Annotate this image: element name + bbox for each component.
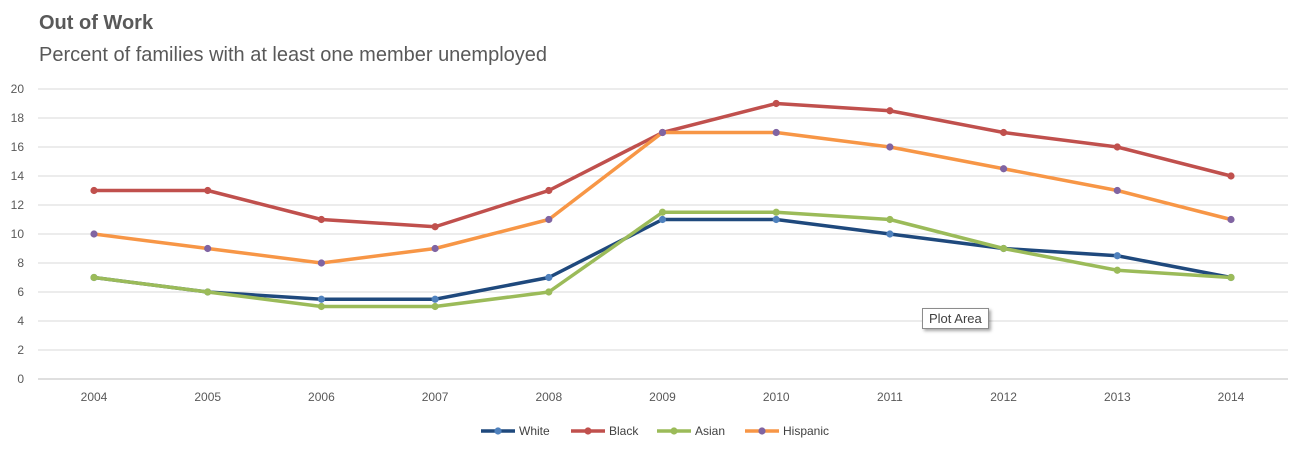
x-tick-label: 2013 bbox=[1104, 390, 1131, 404]
data-point-black[interactable] bbox=[545, 186, 553, 195]
series-hispanic[interactable] bbox=[90, 128, 1235, 267]
x-tick-label: 2009 bbox=[649, 390, 676, 404]
y-tick-label: 8 bbox=[17, 256, 24, 270]
data-point-black[interactable] bbox=[886, 107, 894, 115]
data-point-black[interactable] bbox=[431, 223, 439, 231]
data-point-hispanic[interactable] bbox=[1227, 215, 1235, 224]
data-point-asian[interactable] bbox=[658, 208, 667, 216]
chart-title: Out of Work bbox=[39, 12, 154, 34]
data-point-asian[interactable] bbox=[431, 302, 439, 311]
data-point-asian[interactable] bbox=[545, 288, 553, 296]
data-point-hispanic[interactable] bbox=[658, 128, 667, 137]
data-point-asian[interactable] bbox=[317, 302, 325, 311]
y-tick-label: 4 bbox=[17, 314, 24, 328]
legend-item-black[interactable]: Black bbox=[571, 424, 639, 438]
y-tick-label: 10 bbox=[11, 227, 25, 241]
data-point-asian[interactable] bbox=[204, 288, 212, 296]
data-point-black[interactable] bbox=[1227, 172, 1235, 180]
series-line-hispanic[interactable] bbox=[92, 130, 1233, 265]
x-tick-label: 2006 bbox=[308, 390, 335, 404]
chart-subtitle: Percent of families with at least one me… bbox=[39, 44, 548, 66]
y-tick-label: 2 bbox=[17, 343, 24, 357]
data-point-asian[interactable] bbox=[1000, 244, 1008, 253]
data-point-asian[interactable] bbox=[772, 208, 780, 216]
data-point-hispanic[interactable] bbox=[1113, 186, 1121, 195]
y-axis-ticks: 0 2 4 6 8 10 12 14 16 18 20 bbox=[11, 82, 25, 386]
legend-marker-hispanic bbox=[758, 427, 766, 435]
x-tick-label: 2011 bbox=[877, 390, 903, 404]
x-tick-label: 2012 bbox=[990, 390, 1017, 404]
legend-item-asian[interactable]: Asian bbox=[657, 424, 725, 438]
y-tick-label: 0 bbox=[17, 372, 24, 386]
data-point-hispanic[interactable] bbox=[431, 244, 439, 253]
data-point-hispanic[interactable] bbox=[545, 215, 553, 224]
data-point-white[interactable] bbox=[658, 215, 667, 224]
legend-marker-black bbox=[584, 427, 592, 435]
plot-area-tooltip: Plot Area bbox=[922, 308, 989, 329]
data-point-black[interactable] bbox=[204, 186, 212, 195]
x-tick-label: 2008 bbox=[535, 390, 562, 404]
data-point-hispanic[interactable] bbox=[317, 259, 325, 267]
legend-item-hispanic[interactable]: Hispanic bbox=[745, 424, 829, 438]
gridlines bbox=[38, 88, 1288, 380]
data-point-asian[interactable] bbox=[1227, 273, 1235, 282]
data-point-hispanic[interactable] bbox=[772, 128, 780, 137]
x-axis-ticks: 2004 2005 2006 2007 2008 2009 2010 2011 2012 2013… bbox=[81, 390, 1245, 404]
y-tick-label: 12 bbox=[11, 198, 25, 212]
legend-marker-asian bbox=[670, 427, 678, 435]
legend-marker-white bbox=[494, 427, 502, 435]
x-tick-label: 2005 bbox=[194, 390, 221, 404]
data-point-asian[interactable] bbox=[1113, 266, 1121, 274]
data-point-black[interactable] bbox=[90, 186, 98, 195]
x-tick-label: 2007 bbox=[422, 390, 449, 404]
x-tick-label: 2014 bbox=[1218, 390, 1245, 404]
legend-label-white: White bbox=[519, 424, 550, 438]
y-tick-label: 14 bbox=[11, 169, 25, 183]
series-lines bbox=[90, 99, 1235, 311]
legend-item-white[interactable]: White bbox=[481, 424, 550, 438]
legend[interactable]: White Black Asian Hispanic bbox=[481, 424, 829, 438]
x-tick-label: 2004 bbox=[81, 390, 108, 404]
y-tick-label: 6 bbox=[17, 285, 24, 299]
series-line-black[interactable] bbox=[92, 101, 1233, 229]
data-point-black[interactable] bbox=[317, 215, 325, 224]
data-point-asian[interactable] bbox=[886, 215, 894, 224]
data-point-white[interactable] bbox=[772, 215, 780, 224]
data-point-white[interactable] bbox=[431, 295, 439, 303]
y-tick-label: 18 bbox=[11, 111, 25, 125]
data-point-asian[interactable] bbox=[90, 273, 98, 282]
y-tick-label: 20 bbox=[11, 82, 25, 96]
data-point-white[interactable] bbox=[317, 295, 325, 303]
x-tick-label: 2010 bbox=[763, 390, 790, 404]
data-point-black[interactable] bbox=[1113, 143, 1121, 151]
data-point-black[interactable] bbox=[772, 99, 780, 108]
series-asian[interactable] bbox=[90, 208, 1235, 311]
data-point-hispanic[interactable] bbox=[886, 143, 894, 151]
data-point-white[interactable] bbox=[1113, 252, 1121, 260]
legend-label-hispanic: Hispanic bbox=[783, 424, 829, 438]
data-point-hispanic[interactable] bbox=[204, 244, 212, 253]
data-point-hispanic[interactable] bbox=[1000, 165, 1008, 173]
data-point-white[interactable] bbox=[886, 230, 894, 238]
data-point-black[interactable] bbox=[1000, 128, 1008, 137]
legend-label-asian: Asian bbox=[695, 424, 725, 438]
data-point-hispanic[interactable] bbox=[90, 230, 98, 238]
legend-label-black: Black bbox=[609, 424, 639, 438]
data-point-white[interactable] bbox=[545, 273, 553, 282]
y-tick-label: 16 bbox=[11, 140, 25, 154]
